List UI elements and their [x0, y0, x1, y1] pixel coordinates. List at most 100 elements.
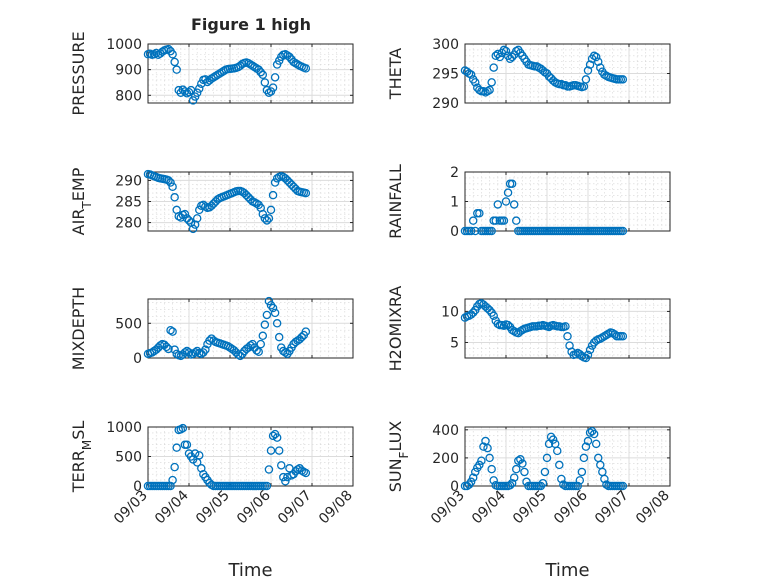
y-axis-label-rest: LUX: [386, 421, 405, 452]
data-point: [503, 320, 513, 330]
data-point: [256, 339, 265, 349]
y-tick-label: 0: [133, 351, 142, 367]
data-point: [264, 296, 274, 306]
data-point: [591, 439, 601, 449]
data-point: [166, 325, 175, 335]
data-point: [583, 350, 593, 360]
data-point: [477, 456, 486, 465]
data-point: [507, 478, 517, 488]
data-point: [262, 216, 272, 225]
y-axis-label-subscript: F: [397, 451, 411, 458]
data-point: [489, 476, 498, 485]
data-point: [233, 350, 243, 359]
data-point: [501, 46, 511, 56]
data-point: [182, 440, 192, 449]
data-point: [276, 461, 286, 470]
data-point: [246, 341, 255, 350]
y-tick-label: 280: [115, 216, 142, 232]
data-point: [544, 322, 554, 332]
data-point: [174, 85, 183, 95]
y-tick-label: 200: [432, 451, 459, 467]
data-point: [491, 216, 500, 225]
data-point: [509, 473, 519, 482]
data-point: [501, 197, 511, 206]
data-point: [512, 464, 521, 474]
y-tick-label: 500: [115, 316, 142, 332]
data-point: [260, 214, 270, 223]
subplot-5: 0 500 MIXDEPTH: [69, 287, 354, 370]
data-point: [190, 449, 200, 458]
data-point: [589, 429, 599, 439]
y-tick-label: 0: [450, 479, 459, 495]
x-tick-label: 09/07: [275, 488, 315, 528]
data-point: [555, 460, 564, 470]
data-point: [301, 468, 311, 478]
data-point: [270, 73, 280, 82]
data-point: [268, 83, 278, 92]
y-tick-label: 5: [450, 335, 459, 351]
y-axis-label: AIRTEMP: [69, 167, 94, 235]
subplot-1: 800 900 1000 PRESSURE: [69, 31, 354, 116]
data-point: [487, 78, 496, 87]
data-point: [301, 64, 311, 73]
data-point: [166, 178, 175, 187]
data-point: [258, 331, 268, 341]
data-point: [618, 332, 628, 341]
data-point: [470, 226, 480, 236]
y-axis-label: H2OMIXRA: [386, 286, 405, 372]
y-axis-label: THETA: [386, 48, 405, 100]
data-point: [553, 446, 562, 456]
data-point: [297, 332, 306, 342]
data-point: [581, 442, 591, 451]
data-point: [170, 193, 179, 202]
data-point: [262, 481, 272, 491]
x-tick-label: 09/05: [510, 488, 550, 528]
data-point: [272, 433, 282, 442]
y-axis-label: RAINFALL: [386, 164, 405, 239]
data-point: [559, 480, 568, 489]
y-axis-label-subscript: T: [80, 201, 94, 210]
data-point: [190, 348, 200, 357]
x-tick-label: 09/03: [111, 488, 151, 528]
data-point: [475, 460, 484, 470]
data-point: [561, 322, 570, 331]
y-tick-label: 285: [115, 195, 142, 211]
data-point: [577, 351, 587, 361]
x-tick-label: 09/07: [592, 488, 632, 528]
data-point: [485, 305, 494, 315]
y-axis-label-rest: SL: [69, 421, 88, 440]
data-point: [579, 453, 589, 463]
y-tick-label: 0: [450, 224, 459, 240]
data-point: [168, 475, 177, 485]
data-point: [301, 327, 311, 336]
data-point: [520, 467, 529, 477]
y-tick-label: 0: [133, 479, 142, 495]
x-axis-label: Time: [544, 560, 589, 581]
data-point: [162, 342, 171, 352]
data-point: [274, 446, 284, 455]
data-point: [178, 423, 188, 433]
data-point: [172, 443, 181, 452]
data-point: [281, 348, 290, 357]
data-point: [468, 308, 478, 317]
data-point: [256, 67, 265, 77]
data-point: [600, 474, 609, 484]
data-point: [542, 453, 552, 463]
x-tick-label: 09/08: [633, 488, 673, 528]
data-point: [563, 332, 572, 341]
data-point: [201, 75, 210, 84]
data-point: [172, 65, 181, 74]
data-point: [518, 459, 527, 468]
y-tick-label: 800: [115, 88, 142, 104]
data-point: [618, 481, 628, 491]
data-point: [180, 87, 190, 96]
data-point: [279, 472, 288, 482]
data-point: [470, 78, 480, 87]
y-axis-label: SUNFLUX: [386, 421, 411, 493]
data-point: [602, 480, 611, 489]
data-point: [184, 87, 194, 97]
axes-frame: [147, 171, 354, 232]
x-tick-label: 09/06: [234, 487, 274, 527]
data-point: [252, 346, 261, 355]
